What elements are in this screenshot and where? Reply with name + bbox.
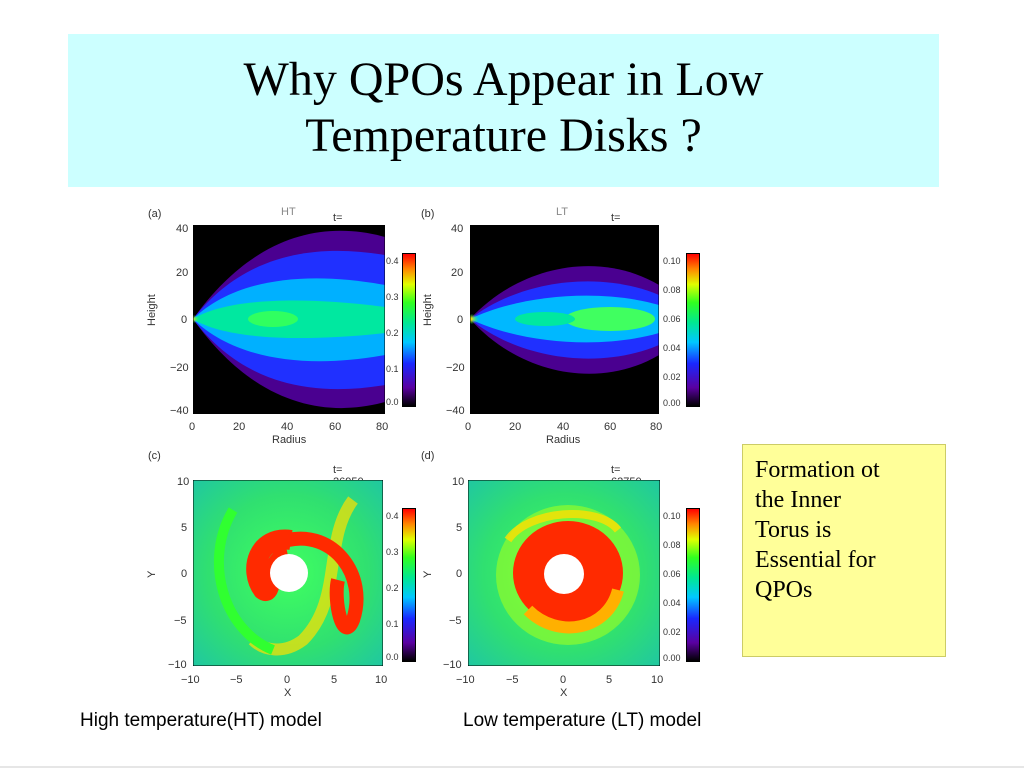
panel-d-xtick-4: 10 <box>651 674 664 686</box>
panel-d-xtick-0: −10 <box>456 674 475 686</box>
panel-b-ytick-4: −40 <box>446 405 465 417</box>
panel-d-ytick-4: −10 <box>443 659 462 671</box>
panel-a-xlabel: Radius <box>272 434 307 446</box>
footer-divider <box>0 766 1024 768</box>
panel-c-colorbar <box>402 508 416 662</box>
panel-a-xtick-2: 40 <box>281 421 294 433</box>
panel-d-ylabel: Y <box>422 570 434 578</box>
panel-c-ytick-4: −10 <box>168 659 187 671</box>
panel-b-cbar-tick-2: 0.06 <box>663 314 681 324</box>
panel-d-cbar-tick-5: 0.00 <box>663 653 681 663</box>
slide-title: Why QPOs Appear in Low Temperature Disks… <box>68 52 939 164</box>
panel-d-xtick-3: 5 <box>606 674 613 686</box>
note-line-3: Torus is <box>755 517 832 543</box>
panel-c-xtick-2: 0 <box>284 674 291 686</box>
panel-b-plot <box>470 225 659 414</box>
panel-c-cbar-tick-1: 0.3 <box>386 547 399 557</box>
panel-d-colorbar <box>686 508 700 662</box>
panel-a-ytick-0: 40 <box>176 223 189 235</box>
panel-a-colorbar <box>402 253 416 407</box>
panel-d-ytick-2: 0 <box>456 568 463 580</box>
panel-c-label: (c) <box>148 450 161 462</box>
panel-a-cbar-tick-3: 0.1 <box>386 364 399 374</box>
panel-b-cbar-tick-5: 0.00 <box>663 398 681 408</box>
panel-d-cbar-tick-0: 0.10 <box>663 511 681 521</box>
panel-a-cbar-tick-4: 0.0 <box>386 397 399 407</box>
panel-c-cbar-tick-0: 0.4 <box>386 511 399 521</box>
panel-c-ytick-2: 0 <box>181 568 188 580</box>
panel-a-label: (a) <box>148 208 162 220</box>
panel-b-xtick-0: 0 <box>465 421 472 433</box>
panel-b-xtick-4: 80 <box>650 421 663 433</box>
panel-d-cbar-tick-4: 0.02 <box>663 627 681 637</box>
note-line-5: QPOs <box>755 577 813 603</box>
title-line-1: Why QPOs Appear in Low <box>243 53 764 106</box>
panel-c-ytick-1: 5 <box>181 522 188 534</box>
panel-c-xtick-4: 10 <box>375 674 388 686</box>
panel-a-cbar-tick-1: 0.3 <box>386 292 399 302</box>
panel-c-xtick-0: −10 <box>181 674 200 686</box>
panel-a-plot <box>193 225 385 414</box>
panel-a-ytick-3: −20 <box>170 362 189 374</box>
panel-b-cbar-tick-3: 0.04 <box>663 343 681 353</box>
panel-c-cbar-tick-2: 0.2 <box>386 583 399 593</box>
panel-d-xtick-1: −5 <box>506 674 519 686</box>
panel-a-cbar-tick-2: 0.2 <box>386 328 399 338</box>
panel-c-cbar-tick-3: 0.1 <box>386 619 399 629</box>
panel-a-ytick-2: 0 <box>181 314 188 326</box>
panel-c-plot <box>193 480 383 666</box>
panel-c-xtick-3: 5 <box>331 674 338 686</box>
panel-b-ytick-0: 40 <box>451 223 464 235</box>
caption-ht: High temperature(HT) model <box>80 710 322 731</box>
panel-a-xtick-0: 0 <box>189 421 196 433</box>
panel-c-cbar-tick-4: 0.0 <box>386 652 399 662</box>
note-line-4: Essential for <box>755 547 876 573</box>
panel-b-cbar-tick-1: 0.08 <box>663 285 681 295</box>
panel-b-label: (b) <box>421 208 435 220</box>
panel-d-plot <box>468 480 660 666</box>
panel-b-colorbar <box>686 253 700 407</box>
panel-d-cbar-tick-1: 0.08 <box>663 540 681 550</box>
panel-c-xtick-1: −5 <box>230 674 243 686</box>
panel-a-model: HT <box>281 206 296 218</box>
panel-c-ytick-3: −5 <box>174 615 187 627</box>
note-line-1: Formation ot <box>755 457 880 483</box>
panel-b-ylabel: Height <box>422 294 434 326</box>
panel-d-cbar-tick-3: 0.04 <box>663 598 681 608</box>
panel-a-ytick-4: −40 <box>170 405 189 417</box>
panel-a-xtick-3: 60 <box>329 421 342 433</box>
panel-b-xtick-2: 40 <box>557 421 570 433</box>
panel-d-label: (d) <box>421 450 435 462</box>
panel-b-xtick-1: 20 <box>509 421 522 433</box>
panel-c-ytick-0: 10 <box>177 476 190 488</box>
panel-d-cbar-tick-2: 0.06 <box>663 569 681 579</box>
panel-b-xlabel: Radius <box>546 434 581 446</box>
note-line-2: the Inner <box>755 487 841 513</box>
panel-d-xtick-2: 0 <box>560 674 567 686</box>
panel-b-xtick-3: 60 <box>604 421 617 433</box>
panel-c-ylabel: Y <box>146 570 158 578</box>
panel-a-xtick-1: 20 <box>233 421 246 433</box>
panel-a-ytick-1: 20 <box>176 267 189 279</box>
panel-d-ytick-0: 10 <box>452 476 465 488</box>
caption-lt: Low temperature (LT) model <box>463 710 702 731</box>
panel-b-ytick-2: 0 <box>457 314 464 326</box>
panel-a-ylabel: Height <box>146 294 158 326</box>
panel-b-cbar-tick-4: 0.02 <box>663 372 681 382</box>
panel-b-ytick-1: 20 <box>451 267 464 279</box>
panel-c-xlabel: X <box>284 687 292 699</box>
title-line-2: Temperature Disks ? <box>305 109 702 162</box>
panel-d-ytick-3: −5 <box>449 615 462 627</box>
panel-a-xtick-4: 80 <box>376 421 389 433</box>
panel-b-cbar-tick-0: 0.10 <box>663 256 681 266</box>
note-box: Formation ot the Inner Torus is Essentia… <box>742 444 946 657</box>
panel-b-model: LT <box>556 206 569 218</box>
panel-d-ytick-1: 5 <box>456 522 463 534</box>
panel-d-xlabel: X <box>560 687 568 699</box>
title-box: Why QPOs Appear in Low Temperature Disks… <box>68 34 939 187</box>
panel-b-ytick-3: −20 <box>446 362 465 374</box>
panel-a-cbar-tick-0: 0.4 <box>386 256 399 266</box>
